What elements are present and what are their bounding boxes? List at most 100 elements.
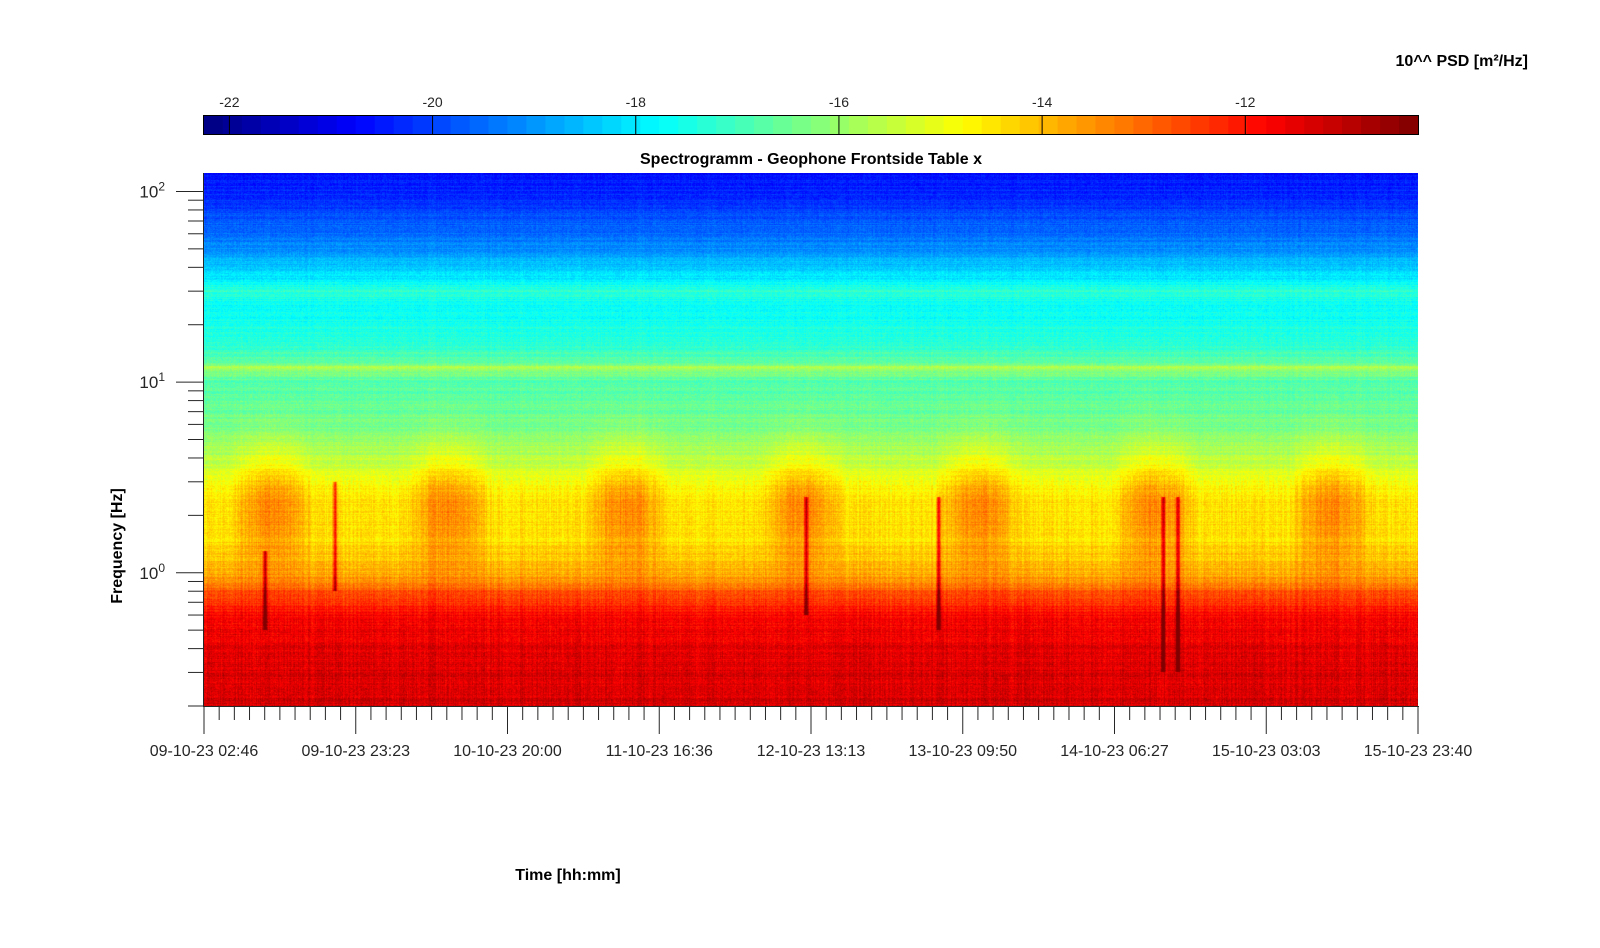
colorbar-step [431, 116, 452, 134]
colorbar-step [1019, 116, 1040, 134]
colorbar-step [886, 116, 907, 134]
x-tick-label: 14-10-23 06:27 [1060, 743, 1169, 760]
colorbar-step [1133, 116, 1154, 134]
y-tick-label-base: 10 [139, 564, 158, 583]
plot-area [204, 173, 1418, 706]
colorbar-step [924, 116, 945, 134]
colorbar-step [583, 116, 603, 134]
colorbar-tick-label: -12 [1235, 94, 1255, 110]
colorbar: 10^^ PSD [m²/Hz] -22 -20 -18 -16 -14 -12 [203, 53, 1528, 135]
y-tick-label-exponent: 2 [158, 179, 165, 193]
colorbar-step [1095, 116, 1116, 134]
y-axis-label: Frequency [Hz] [109, 488, 126, 604]
colorbar-tick-label: -14 [1032, 94, 1052, 110]
colorbar-step [374, 116, 395, 134]
colorbar-tick-labels: -22 -20 -18 -16 -14 -12 [219, 94, 1255, 110]
colorbar-step [981, 116, 1002, 134]
colorbar-step [867, 116, 888, 134]
colorbar-step [905, 116, 926, 134]
y-tick-label-exponent: 1 [158, 370, 165, 384]
colorbar-step [1209, 116, 1229, 134]
colorbar-step [716, 116, 736, 134]
colorbar-step [848, 116, 869, 134]
colorbar-step [678, 116, 698, 134]
x-tick-label: 09-10-23 02:46 [150, 743, 259, 760]
colorbar-step [773, 116, 793, 134]
colorbar-step [943, 116, 964, 134]
colorbar-step [1114, 116, 1135, 134]
y-tick-label: 100 [139, 561, 165, 583]
colorbar-step [1152, 116, 1173, 134]
colorbar-tick-label: -20 [422, 94, 442, 110]
y-tick-label-exponent: 0 [158, 561, 165, 575]
x-tick-label: 09-10-23 23:23 [301, 743, 410, 760]
colorbar-step [204, 116, 224, 134]
y-tick-label-base: 10 [139, 182, 158, 201]
colorbar-step [1266, 116, 1286, 134]
colorbar-step [1380, 116, 1400, 134]
colorbar-step [222, 116, 243, 134]
colorbar-step [792, 116, 812, 134]
colorbar-step [602, 116, 622, 134]
colorbar-step [1399, 116, 1419, 134]
colorbar-step [469, 116, 490, 134]
colorbar-step [640, 116, 660, 134]
colorbar-step [962, 116, 983, 134]
y-tick-label: 101 [139, 370, 165, 392]
colorbar-tick-label: -22 [219, 94, 239, 110]
colorbar-step [1190, 116, 1210, 134]
colorbar-step [355, 116, 376, 134]
colorbar-step [564, 116, 584, 134]
colorbar-step [735, 116, 755, 134]
colorbar-step [1076, 116, 1097, 134]
colorbar-step [298, 116, 319, 134]
colorbar-gradient [204, 116, 1419, 134]
spectrogram-image-container [204, 173, 1418, 706]
colorbar-ticks [228, 116, 1246, 134]
x-axis [203, 706, 1419, 734]
colorbar-step [1000, 116, 1021, 134]
colorbar-step [621, 116, 641, 134]
colorbar-frame [203, 115, 1419, 135]
x-tick-label: 15-10-23 03:03 [1212, 743, 1321, 760]
colorbar-step [241, 116, 262, 134]
colorbar-step [754, 116, 774, 134]
x-tick-label: 12-10-23 13:13 [757, 743, 866, 760]
colorbar-step [1361, 116, 1381, 134]
colorbar-tick-label: -16 [829, 94, 849, 110]
colorbar-step [317, 116, 338, 134]
colorbar-step [1304, 116, 1324, 134]
colorbar-step [260, 116, 281, 134]
colorbar-step [1342, 116, 1362, 134]
colorbar-step [526, 116, 547, 134]
colorbar-step [1323, 116, 1343, 134]
colorbar-step [1171, 116, 1191, 134]
colorbar-step [811, 116, 831, 134]
x-tick-label: 11-10-23 16:36 [606, 743, 713, 760]
colorbar-tick-label: -18 [626, 94, 646, 110]
colorbar-step [1228, 116, 1248, 134]
colorbar-step [450, 116, 471, 134]
colorbar-step [659, 116, 679, 134]
colorbar-step [488, 116, 509, 134]
colorbar-step [393, 116, 414, 134]
colorbar-step [412, 116, 433, 134]
colorbar-step [507, 116, 528, 134]
colorbar-step [1247, 116, 1267, 134]
x-tick-label: 10-10-23 20:00 [453, 743, 562, 760]
x-tick-labels: 09-10-23 02:46 09-10-23 23:23 10-10-23 20:… [150, 743, 1473, 760]
y-axis [176, 173, 204, 707]
y-tick-label-base: 10 [139, 373, 158, 392]
colorbar-step [336, 116, 357, 134]
colorbar-step [697, 116, 717, 134]
colorbar-step [1038, 116, 1059, 134]
x-tick-label: 15-10-23 23:40 [1364, 743, 1473, 760]
colorbar-step [545, 116, 566, 134]
colorbar-step [829, 116, 850, 134]
x-tick-label: 13-10-23 09:50 [908, 743, 1017, 760]
colorbar-step [279, 116, 300, 134]
spectrogram-image [204, 173, 1418, 706]
x-axis-label: Time [hh:mm] [515, 867, 620, 884]
